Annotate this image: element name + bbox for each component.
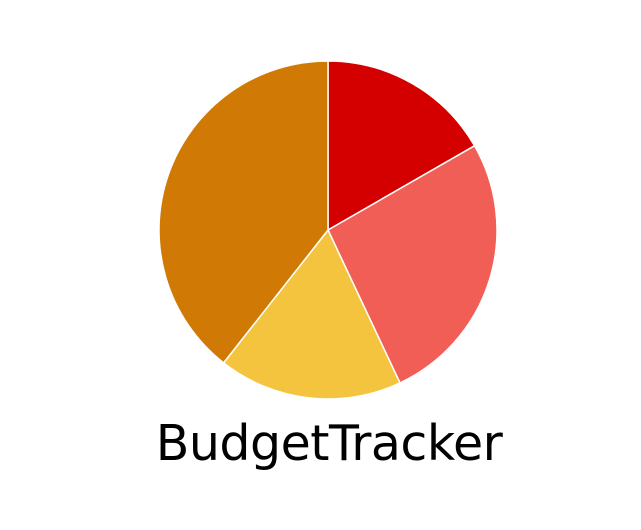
pie-slice-coral	[327, 145, 498, 384]
pie-slice-orange	[158, 60, 329, 364]
app-name: BudgetTracker	[155, 415, 503, 472]
pie-slice-red	[327, 60, 476, 231]
pie-slice-yellow	[222, 229, 401, 400]
